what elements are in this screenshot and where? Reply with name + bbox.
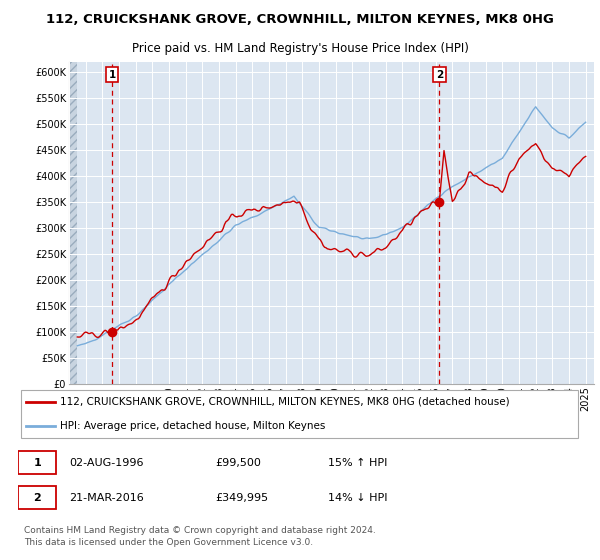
Text: 112, CRUICKSHANK GROVE, CROWNHILL, MILTON KEYNES, MK8 0HG (detached house): 112, CRUICKSHANK GROVE, CROWNHILL, MILTO… — [60, 397, 510, 407]
Text: 14% ↓ HPI: 14% ↓ HPI — [328, 493, 388, 502]
Text: 2: 2 — [436, 69, 443, 80]
Text: £99,500: £99,500 — [215, 458, 261, 468]
FancyBboxPatch shape — [18, 451, 56, 474]
Text: 21-MAR-2016: 21-MAR-2016 — [69, 493, 143, 502]
Text: £349,995: £349,995 — [215, 493, 269, 502]
FancyBboxPatch shape — [18, 486, 56, 509]
Text: Price paid vs. HM Land Registry's House Price Index (HPI): Price paid vs. HM Land Registry's House … — [131, 43, 469, 55]
Text: Contains HM Land Registry data © Crown copyright and database right 2024.
This d: Contains HM Land Registry data © Crown c… — [23, 526, 376, 547]
Text: HPI: Average price, detached house, Milton Keynes: HPI: Average price, detached house, Milt… — [60, 421, 326, 431]
Bar — [69, 62, 77, 384]
FancyBboxPatch shape — [21, 390, 578, 437]
Text: 02-AUG-1996: 02-AUG-1996 — [69, 458, 143, 468]
Text: 112, CRUICKSHANK GROVE, CROWNHILL, MILTON KEYNES, MK8 0HG: 112, CRUICKSHANK GROVE, CROWNHILL, MILTO… — [46, 13, 554, 26]
Text: 1: 1 — [34, 458, 41, 468]
Text: 1: 1 — [109, 69, 116, 80]
Text: 2: 2 — [34, 493, 41, 502]
Text: 15% ↑ HPI: 15% ↑ HPI — [328, 458, 388, 468]
